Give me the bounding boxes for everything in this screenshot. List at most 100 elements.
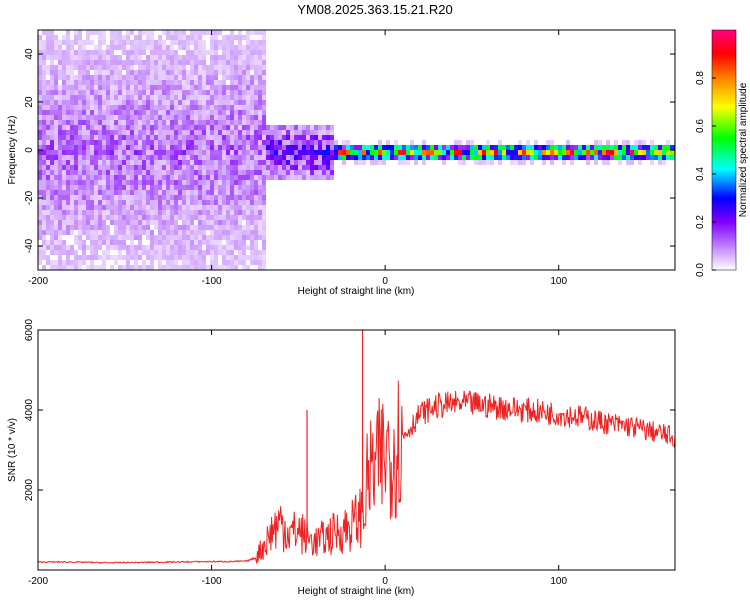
spectrogram-cell (378, 150, 382, 155)
spectrogram-cell (214, 140, 218, 145)
spectrogram-cell (66, 30, 70, 35)
spectrogram-cell (122, 210, 126, 215)
spectrogram-cell (166, 110, 170, 115)
spectrogram-cell (230, 240, 234, 245)
spectrogram-cell (198, 75, 202, 80)
spectrogram-cell (102, 135, 106, 140)
spectrogram-cell (358, 145, 362, 150)
spectrogram-cell (178, 250, 182, 255)
spectrogram-cell (54, 170, 58, 175)
spectrogram-cell (194, 130, 198, 135)
spectrogram-cell (62, 60, 66, 65)
spectrogram-cell (42, 80, 46, 85)
spectrogram-cell (242, 95, 246, 100)
spectrogram-cell (62, 205, 66, 210)
spectrogram-cell (382, 155, 386, 160)
spectrogram-cell (190, 110, 194, 115)
spectrogram-cell (214, 210, 218, 215)
spectrogram-cell (258, 105, 262, 110)
spectrogram-cell (546, 155, 550, 160)
spectrogram-cell (122, 205, 126, 210)
spectrogram-cell (162, 195, 166, 200)
spectrogram-cell (46, 125, 50, 130)
spectrogram-cell (262, 180, 266, 185)
spectrogram-cell (230, 185, 234, 190)
spectrogram-cell (230, 30, 234, 35)
spectrogram-cell (106, 100, 110, 105)
spectrogram-cell (78, 210, 82, 215)
spectrogram-cell (42, 220, 46, 225)
spectrogram-cell (438, 145, 442, 150)
spectrogram-cell (206, 75, 210, 80)
spectrogram-cell (254, 190, 258, 195)
spectrogram-cell (170, 105, 174, 110)
spectrogram-cell (70, 225, 74, 230)
spectrogram-cell (258, 175, 262, 180)
spectrogram-cell (510, 160, 514, 165)
spectrogram-cell (262, 155, 266, 160)
spectrogram-cell (114, 95, 118, 100)
spectrogram-cell (654, 150, 658, 155)
spectrogram-cell (98, 75, 102, 80)
snr-x-tick-label: -200 (28, 576, 48, 587)
spectrogram-cell (42, 150, 46, 155)
spectrogram-cell (190, 200, 194, 205)
spectrogram-cell (178, 135, 182, 140)
spectrogram-cell (42, 95, 46, 100)
spectrogram-cell (174, 110, 178, 115)
spectrogram-cell (110, 135, 114, 140)
spectrogram-cell (582, 145, 586, 150)
spectrogram-cell (558, 150, 562, 155)
spectrogram-cell (38, 230, 42, 235)
spectrogram-cell (130, 100, 134, 105)
spectrogram-cell (198, 245, 202, 250)
spectrogram-cell (522, 160, 526, 165)
spectrogram-cell (250, 205, 254, 210)
spectrogram-cell (178, 210, 182, 215)
spectrogram-cell (90, 240, 94, 245)
spectrogram-cell (202, 135, 206, 140)
spectrogram-cell (254, 165, 258, 170)
spectrogram-cell (106, 190, 110, 195)
spectrogram-cell (186, 170, 190, 175)
spectrogram-cell (314, 125, 318, 130)
spectrogram-cell (262, 230, 266, 235)
spectrogram-cell (174, 200, 178, 205)
spectrogram-cell (262, 90, 266, 95)
spectrogram-cell (150, 105, 154, 110)
spectrogram-cell (78, 150, 82, 155)
spectrogram-cell (46, 210, 50, 215)
spectrogram-cell (42, 180, 46, 185)
spectrogram-cell (294, 165, 298, 170)
spectrogram-cell (226, 180, 230, 185)
spectrogram-cell (146, 230, 150, 235)
spectrogram-cell (202, 100, 206, 105)
spectrogram-cell (182, 120, 186, 125)
spectrogram-cell (42, 55, 46, 60)
spectrogram-cell (54, 230, 58, 235)
spectrogram-cell (526, 150, 530, 155)
spectrogram-cell (118, 205, 122, 210)
spectrogram-cell (174, 195, 178, 200)
spectrogram-cell (262, 80, 266, 85)
spectrogram-cell (242, 120, 246, 125)
spectrogram-cell (138, 40, 142, 45)
spectrogram-cell (322, 175, 326, 180)
spectrogram-cell (278, 140, 282, 145)
spectrogram-cell (602, 145, 606, 150)
spectrogram-cell (242, 65, 246, 70)
spectrogram-cell (122, 245, 126, 250)
spectrogram-cell (82, 75, 86, 80)
spectrogram-cell (370, 150, 374, 155)
spectrogram-cell (194, 215, 198, 220)
spectrogram-cell (98, 55, 102, 60)
spectrogram-cell (158, 200, 162, 205)
spectrogram-cell (174, 155, 178, 160)
spectrogram-cell (170, 220, 174, 225)
spectrogram-cell (238, 260, 242, 265)
spectrogram-cell (254, 150, 258, 155)
spectrogram-cell (518, 150, 522, 155)
spectrogram-cell (210, 245, 214, 250)
spectrogram-cell (294, 145, 298, 150)
